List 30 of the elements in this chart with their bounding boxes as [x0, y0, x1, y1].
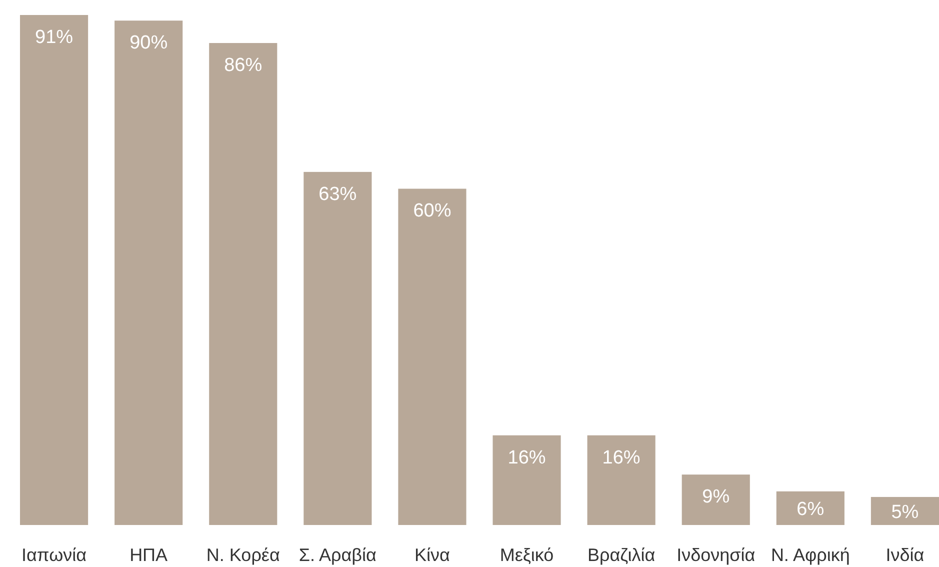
- x-tick-label: Ν. Κορέα: [206, 545, 280, 565]
- data-label: 60%: [413, 200, 452, 222]
- data-label: 63%: [318, 184, 357, 205]
- data-label: 16%: [508, 447, 546, 468]
- x-tick-label: ΗΠΑ: [130, 545, 168, 565]
- bar: [587, 435, 656, 525]
- bar: [398, 188, 466, 525]
- data-label: 91%: [35, 27, 74, 48]
- x-tick-label: Ινδονησία: [676, 545, 756, 565]
- x-tick-label: Βραζιλία: [587, 545, 656, 565]
- bar: [209, 43, 278, 525]
- data-label: 16%: [602, 447, 640, 468]
- data-label: 86%: [224, 55, 262, 76]
- x-tick-label: Ινδία: [886, 545, 924, 565]
- bar: [492, 435, 561, 525]
- x-tick-label: Σ. Αραβία: [298, 545, 376, 565]
- bar: [20, 15, 88, 525]
- data-label: 90%: [130, 32, 168, 54]
- bar: [682, 474, 750, 525]
- data-label: 6%: [796, 499, 824, 520]
- x-tick-label: Κίνα: [414, 545, 450, 565]
- bar: [870, 496, 939, 525]
- x-tick-label: Ν. Αφρική: [770, 545, 850, 565]
- data-label: 5%: [891, 502, 919, 523]
- bar: [114, 20, 183, 525]
- x-tick-label: Μεξικό: [500, 545, 554, 565]
- bar: [304, 172, 372, 525]
- x-tick-label: Ιαπωνία: [22, 545, 87, 565]
- bar: [776, 491, 844, 525]
- data-label: 9%: [702, 486, 730, 508]
